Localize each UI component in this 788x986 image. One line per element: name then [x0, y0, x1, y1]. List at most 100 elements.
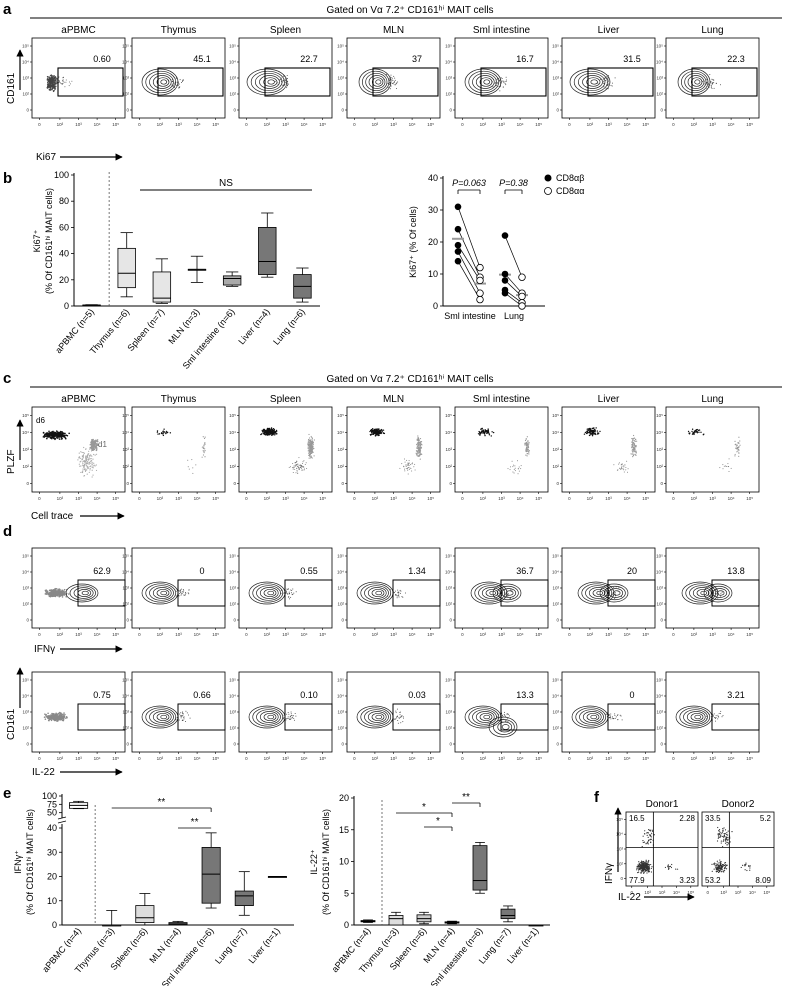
- event-dot: [505, 81, 507, 83]
- event-dot: [647, 843, 649, 845]
- event-dot: [272, 432, 275, 434]
- event-dot: [401, 715, 403, 717]
- event-dot: [416, 447, 418, 449]
- x-tick-label: 10⁴: [624, 122, 631, 127]
- event-dot: [612, 718, 614, 720]
- y-tick-label: 5: [344, 888, 349, 898]
- event-dot: [55, 715, 58, 717]
- event-dot: [738, 452, 740, 454]
- left-y-label-2: (% Of CD161ʰⁱ MAIT cells): [25, 809, 35, 915]
- event-dot: [91, 476, 93, 478]
- y-tick-label: 10⁴: [122, 694, 129, 699]
- event-dot: [705, 83, 707, 85]
- event-dot: [711, 82, 713, 84]
- x-tick-label: 10³: [157, 496, 164, 501]
- event-dot: [512, 466, 514, 468]
- x-tick-label: 10³: [75, 756, 82, 761]
- event-dot: [504, 714, 506, 716]
- event-dot: [746, 869, 748, 872]
- event-dot: [203, 444, 205, 446]
- event-dot: [282, 81, 284, 83]
- x-tick-label: 10³: [282, 496, 289, 501]
- event-dot: [611, 716, 613, 718]
- event-dot: [399, 716, 401, 718]
- event-dot: [174, 81, 176, 83]
- event-dot: [162, 433, 164, 435]
- event-dot: [632, 446, 634, 448]
- event-dot: [638, 861, 640, 863]
- event-dot: [721, 831, 723, 834]
- event-dot: [514, 467, 516, 469]
- event-dot: [716, 592, 718, 594]
- event-dot: [89, 466, 91, 468]
- event-dot: [502, 589, 504, 591]
- event-dot: [501, 588, 503, 590]
- event-dot: [262, 432, 264, 434]
- event-dot: [298, 469, 300, 471]
- event-dot: [602, 78, 604, 80]
- event-dot: [95, 464, 97, 466]
- category-label: Liver (n=4): [236, 307, 271, 347]
- y-tick-label: 10³: [445, 76, 452, 81]
- contour-line: [267, 79, 275, 85]
- event-dot: [178, 86, 180, 88]
- pair-line: [457, 245, 481, 281]
- event-dot: [650, 871, 653, 873]
- event-dot: [632, 440, 634, 442]
- event-dot: [617, 590, 619, 592]
- event-dot: [56, 433, 59, 435]
- event-dot: [648, 834, 651, 836]
- event-dot: [722, 870, 724, 872]
- y-tick-label: 10⁵: [229, 554, 236, 559]
- event-dot: [290, 592, 292, 594]
- x-tick-label: 10⁴: [624, 496, 631, 501]
- event-dot: [722, 830, 724, 832]
- event-dot: [589, 430, 592, 432]
- y-tick-label: 0: [344, 920, 349, 930]
- event-dot: [285, 81, 287, 83]
- y-tick-label: 0: [660, 108, 663, 113]
- event-dot: [525, 449, 527, 451]
- event-dot: [596, 430, 599, 432]
- quadrant-ll: 53.2: [705, 876, 721, 885]
- gate-percent: 45.1: [193, 54, 211, 64]
- event-dot: [277, 82, 279, 84]
- event-dot: [698, 431, 700, 434]
- y-tick-label: 10⁴: [445, 430, 452, 435]
- y-tick-label: 10⁵: [445, 44, 452, 49]
- event-dot: [726, 465, 728, 467]
- contour-line: [160, 590, 168, 596]
- event-dot: [290, 596, 292, 598]
- event-dot: [287, 717, 289, 719]
- event-dot: [605, 596, 607, 598]
- event-dot: [52, 436, 55, 439]
- event-dot: [414, 469, 416, 471]
- event-dot: [614, 717, 616, 719]
- event-dot: [86, 463, 88, 465]
- event-dot: [638, 864, 640, 866]
- event-dot: [179, 79, 181, 81]
- event-dot: [48, 76, 50, 78]
- event-dot: [263, 431, 265, 433]
- event-dot: [90, 440, 93, 443]
- event-dot: [61, 437, 63, 440]
- event-dot: [648, 839, 650, 841]
- event-dot: [645, 865, 647, 867]
- event-dot: [634, 440, 636, 442]
- plot-frame: [665, 406, 760, 493]
- event-dot: [89, 446, 92, 449]
- gate-box: [607, 579, 656, 607]
- event-dot: [607, 78, 609, 80]
- box-y-label-1: Ki67⁺: [32, 229, 42, 252]
- y-tick-label: 10²: [552, 92, 559, 97]
- event-dot: [664, 866, 667, 869]
- event-dot: [417, 441, 419, 444]
- event-dot: [387, 86, 389, 88]
- event-dot: [63, 712, 65, 714]
- x-tick-label: 10³: [157, 122, 164, 127]
- event-dot: [624, 464, 626, 466]
- category-label: Lung (n=7): [213, 926, 249, 966]
- y-tick-label: 10²: [337, 726, 344, 731]
- event-dot: [499, 90, 501, 92]
